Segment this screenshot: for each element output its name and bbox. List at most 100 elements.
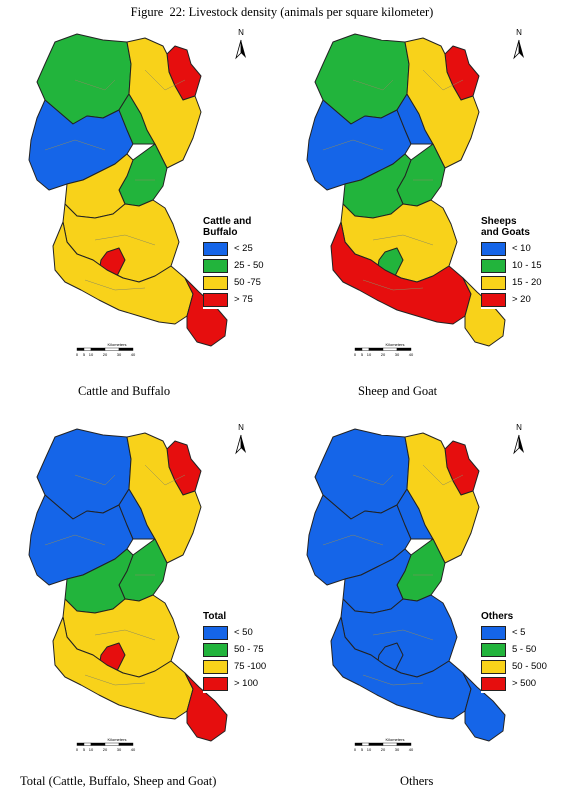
legend-swatch [481, 292, 506, 307]
sub-boundary [362, 279, 424, 291]
legend-item: 10 - 15 [481, 258, 542, 273]
district-map [306, 33, 506, 347]
legend-swatch [203, 258, 228, 273]
legend-swatch [481, 625, 506, 640]
legend-item: 50 -75 [203, 275, 264, 290]
north-arrow-icon: N [229, 28, 253, 62]
legend-swatch [481, 241, 506, 256]
scale-tick-label: 40 [409, 352, 414, 357]
map-panel-cattle-buffalo: N Cattle and Buffalo < 25 25 - 50 50 -75 > 75… [15, 20, 275, 360]
legend-item: 15 - 20 [481, 275, 542, 290]
legend-label: 25 - 50 [234, 260, 264, 271]
scale-tick-label: 10 [89, 747, 94, 752]
sub-boundary [84, 279, 146, 291]
north-label: N [238, 423, 244, 432]
sub-boundary [322, 534, 384, 546]
legend-swatch [203, 676, 228, 691]
legend-label: > 20 [512, 294, 531, 305]
scale-bar: Kilometers 0 5 10 20 30 40 [75, 342, 159, 360]
legend-title: Cattle and Buffalo [203, 216, 252, 238]
scale-unit-label: Kilometers [386, 342, 405, 347]
sub-boundary [352, 474, 394, 486]
legend-label: < 25 [234, 243, 253, 254]
legend-item: < 25 [203, 241, 264, 256]
legend-swatch [203, 642, 228, 657]
sub-boundary [144, 69, 186, 91]
sub-boundary [422, 69, 464, 91]
north-label: N [516, 423, 522, 432]
scale-tick-label: 30 [117, 747, 122, 752]
caption-cattle-buffalo: Cattle and Buffalo [78, 384, 171, 398]
scale-bar: Kilometers 0 5 10 20 30 40 [353, 342, 437, 360]
scale-tick-label: 10 [89, 352, 94, 357]
scale-tick-label: 20 [103, 747, 108, 752]
sub-boundary [322, 139, 384, 151]
map-region [126, 432, 202, 564]
sub-boundary [84, 674, 146, 686]
sub-boundary [94, 234, 156, 246]
map-legend: Total < 50 50 - 75 75 -100 > 100 [203, 611, 267, 693]
district-map [28, 33, 228, 347]
map-region [184, 672, 228, 742]
scale-tick-label: 5 [83, 352, 86, 357]
legend-swatch [203, 292, 228, 307]
legend-item: < 5 [481, 625, 547, 640]
map-panel-sheep-goat: N Sheeps and Goats < 10 10 - 15 15 - 20 > 20 K… [293, 20, 553, 360]
legend-title: Sheeps and Goats [481, 216, 530, 238]
map-region [404, 37, 480, 169]
scale-tick-label: 0 [76, 352, 79, 357]
scale-unit-label: Kilometers [108, 342, 127, 347]
legend-item: > 500 [481, 676, 547, 691]
sub-boundary [74, 474, 116, 486]
scale-tick-label: 5 [361, 352, 364, 357]
scale-tick-label: 10 [367, 352, 372, 357]
scale-tick-label: 30 [117, 352, 122, 357]
legend-item: 5 - 50 [481, 642, 547, 657]
sub-boundary [372, 234, 434, 246]
legend-item: 50 - 75 [203, 642, 266, 657]
scale-tick-label: 30 [395, 747, 400, 752]
caption-others: Others [400, 774, 434, 788]
scale-tick-label: 40 [131, 352, 136, 357]
district-map [28, 428, 228, 742]
legend-label: > 500 [512, 678, 537, 689]
map-region [462, 672, 506, 742]
sub-boundary [362, 674, 424, 686]
legend-item: > 100 [203, 676, 266, 691]
legend-swatch [203, 625, 228, 640]
legend-title: Total [203, 611, 227, 622]
legend-label: 50 - 500 [512, 661, 547, 672]
sub-boundary [372, 629, 434, 641]
legend-item: 50 - 500 [481, 659, 547, 674]
legend-item: > 20 [481, 292, 542, 307]
legend-label: 10 - 15 [512, 260, 542, 271]
sub-boundary [144, 464, 186, 486]
sub-boundary [44, 139, 106, 151]
scale-unit-label: Kilometers [386, 737, 405, 742]
legend-swatch [203, 241, 228, 256]
legend-label: 50 -75 [234, 277, 261, 288]
north-arrow-icon: N [229, 423, 253, 457]
legend-label: > 75 [234, 294, 253, 305]
scale-tick-label: 0 [354, 747, 357, 752]
legend-item: < 50 [203, 625, 266, 640]
scale-unit-label: Kilometers [108, 737, 127, 742]
scale-tick-label: 5 [83, 747, 86, 752]
legend-swatch [481, 275, 506, 290]
scale-tick-label: 0 [354, 352, 357, 357]
legend-swatch [481, 676, 506, 691]
sub-boundary [352, 79, 394, 91]
scale-tick-label: 20 [381, 352, 386, 357]
legend-swatch [203, 275, 228, 290]
scale-tick-label: 20 [381, 747, 386, 752]
scale-tick-label: 40 [409, 747, 414, 752]
legend-label: 15 - 20 [512, 277, 542, 288]
map-legend: Cattle and Buffalo < 25 25 - 50 50 -75 > 75 [203, 216, 264, 309]
district-map [306, 428, 506, 742]
legend-label: < 10 [512, 243, 531, 254]
north-label: N [516, 28, 522, 37]
sub-boundary [422, 464, 464, 486]
legend-swatch [203, 659, 228, 674]
north-label: N [238, 28, 244, 37]
legend-label: > 100 [234, 678, 259, 689]
